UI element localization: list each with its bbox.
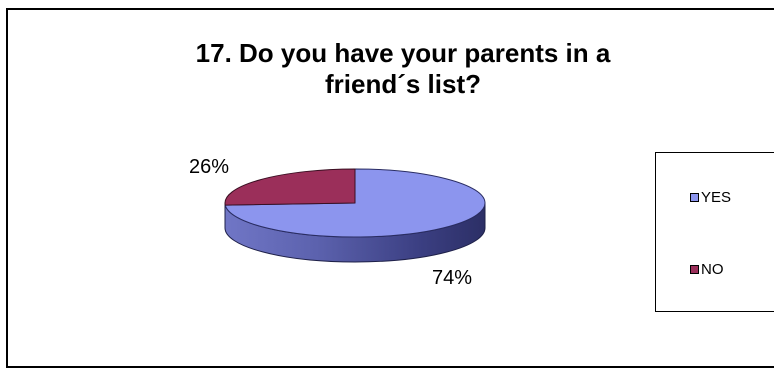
pie-chart: 26% 74% (189, 156, 486, 289)
pie-slice-no (224, 168, 356, 206)
chart-title: 17. Do you have your parents in a friend… (195, 38, 611, 99)
legend-item-no: NO (690, 261, 724, 278)
legend-label-no: NO (701, 261, 724, 278)
legend-swatch-no (690, 265, 699, 274)
legend: YES NO (655, 152, 774, 312)
legend-swatch-yes (690, 193, 699, 202)
slice-label-no: 26% (189, 156, 229, 178)
legend-label-yes: YES (701, 189, 732, 206)
slice-label-yes: 74% (432, 267, 472, 289)
chart-frame: 17. Do you have your parents in a friend… (6, 8, 774, 368)
legend-item-yes: YES (690, 189, 731, 206)
